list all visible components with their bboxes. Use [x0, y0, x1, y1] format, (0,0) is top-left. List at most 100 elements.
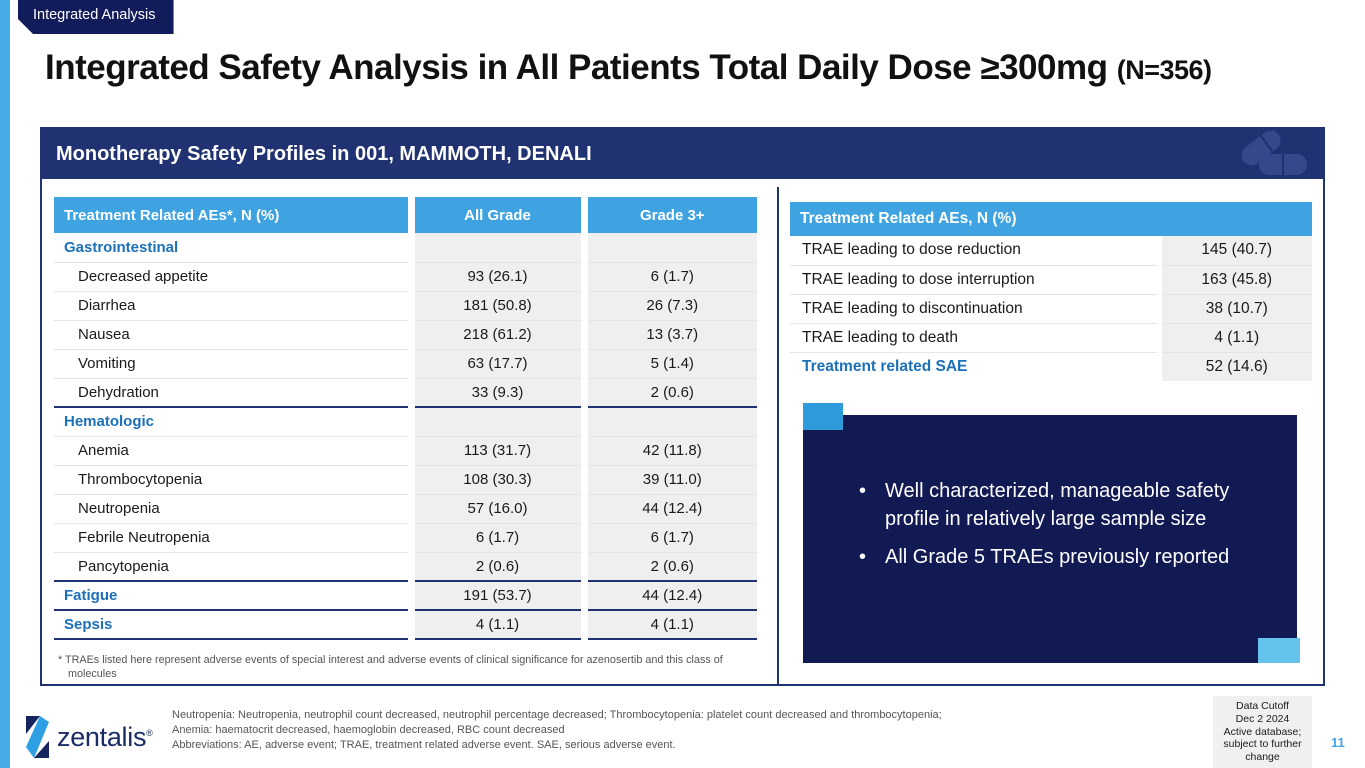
left-table-footnote: * TRAEs listed here represent adverse ev…: [58, 654, 723, 681]
right-table-header-row: Treatment Related AEs, N (%): [790, 202, 1312, 236]
data-cutoff-box: Data Cutoff Dec 2 2024 Active database; sub…: [1213, 696, 1312, 768]
ae-all-grade-value: [407, 233, 584, 262]
ae-label: Decreased appetite: [54, 261, 411, 291]
ae-grade3-value: 13 (3.7): [580, 319, 757, 349]
summary-bullet: Well characterized, manageable safety pr…: [857, 477, 1267, 534]
table-row: Thrombocytopenia 108 (30.3) 39 (11.0): [54, 464, 757, 494]
ae-grade3-value: 2 (0.6): [580, 551, 757, 582]
trae-label: TRAE leading to death: [790, 322, 1159, 352]
trae-value: 163 (45.8): [1156, 264, 1312, 294]
col-all-grade: All Grade: [407, 197, 584, 233]
ae-grade3-value: 4 (1.1): [580, 609, 757, 640]
ae-all-grade-value: [407, 406, 584, 436]
ae-label: Sepsis: [54, 609, 411, 640]
ae-label: Thrombocytopenia: [54, 464, 411, 494]
table-row: Sepsis 4 (1.1) 4 (1.1): [54, 609, 757, 640]
table-row: Treatment related SAE 52 (14.6): [790, 351, 1312, 381]
table-row: Dehydration 33 (9.3) 2 (0.6): [54, 377, 757, 408]
col-trae-header: Treatment Related AEs, N (%): [790, 202, 1312, 236]
ae-label: Fatigue: [54, 580, 411, 611]
trae-value: 52 (14.6): [1156, 351, 1312, 381]
table-row: TRAE leading to death 4 (1.1): [790, 322, 1312, 352]
safety-profiles-panel: Monotherapy Safety Profiles in 001, MAMM…: [40, 127, 1325, 686]
ae-all-grade-value: 113 (31.7): [407, 435, 584, 465]
ae-grade3-value: 2 (0.6): [580, 377, 757, 408]
ae-all-grade-value: 63 (17.7): [407, 348, 584, 378]
data-cutoff-line: subject to further: [1223, 738, 1302, 751]
footnote-line: Anemia: haematocrit decreased, haemoglob…: [172, 723, 565, 736]
page-title-main: Integrated Safety Analysis in All Patien…: [45, 48, 1108, 87]
table-row: Neutropenia 57 (16.0) 44 (12.4): [54, 493, 757, 523]
ae-label: Diarrhea: [54, 290, 411, 320]
table-row: Fatigue 191 (53.7) 44 (12.4): [54, 580, 757, 611]
zentalis-mark-icon: [26, 716, 49, 758]
ae-grade3-value: 44 (12.4): [580, 580, 757, 611]
ae-label: Gastrointestinal: [64, 238, 179, 256]
trae-label: TRAE leading to dose reduction: [802, 241, 1021, 259]
data-cutoff-line: Data Cutoff: [1236, 700, 1289, 712]
ae-all-grade-value: 33 (9.3): [407, 377, 584, 408]
table-row: Pancytopenia 2 (0.6) 2 (0.6): [54, 551, 757, 582]
ae-grade3-value: 26 (7.3): [580, 290, 757, 320]
page-title: Integrated Safety Analysis in All Patien…: [45, 48, 1212, 88]
ae-grade3-value: 39 (11.0): [580, 464, 757, 494]
trae-value: 38 (10.7): [1156, 293, 1312, 323]
ae-grade3-value: 6 (1.7): [580, 522, 757, 552]
zentalis-logo: zentalis®: [24, 716, 153, 758]
ae-all-grade-value: 57 (16.0): [407, 493, 584, 523]
ae-grade3-value: 42 (11.8): [580, 435, 757, 465]
table-row: TRAE leading to dose interruption 163 (45…: [790, 264, 1312, 294]
data-cutoff-line: change: [1245, 751, 1280, 764]
left-table-header-row: Treatment Related AEs*, N (%) All Grade …: [54, 197, 757, 233]
ae-all-grade-value: 218 (61.2): [407, 319, 584, 349]
ae-label: Nausea: [54, 319, 411, 349]
left-ae-table: Treatment Related AEs*, N (%) All Grade …: [54, 197, 757, 640]
panel-header: Monotherapy Safety Profiles in 001, MAMM…: [42, 129, 1323, 179]
ae-grade3-value: [580, 233, 757, 262]
footnote-line: Neutropenia: Neutropenia, neutrophil cou…: [172, 709, 942, 721]
ae-label: Vomiting: [54, 348, 411, 378]
summary-bullet: All Grade 5 TRAEs previously reported: [857, 543, 1267, 572]
trademark-symbol: ®: [146, 727, 153, 738]
table-row: Gastrointestinal: [54, 233, 757, 262]
ae-label: Pancytopenia: [54, 551, 411, 582]
ae-all-grade-value: 4 (1.1): [407, 609, 584, 640]
table-row: Vomiting 63 (17.7) 5 (1.4): [54, 348, 757, 378]
left-accent-stripe: [0, 0, 10, 768]
ae-label: Neutropenia: [54, 493, 411, 523]
ae-grade3-value: 6 (1.7): [580, 261, 757, 291]
table-row: Anemia 113 (31.7) 42 (11.8): [54, 435, 757, 465]
ae-grade3-value: 5 (1.4): [580, 348, 757, 378]
table-row: Nausea 218 (61.2) 13 (3.7): [54, 319, 757, 349]
trae-value: 145 (40.7): [1156, 236, 1312, 265]
ae-all-grade-value: 181 (50.8): [407, 290, 584, 320]
summary-callout: Well characterized, manageable safety pr…: [803, 403, 1300, 663]
trae-label: Treatment related SAE: [790, 351, 1159, 381]
panel-divider: [777, 187, 779, 684]
ae-all-grade-value: 93 (26.1): [407, 261, 584, 291]
trae-value: 4 (1.1): [1156, 322, 1312, 352]
ae-all-grade-value: 2 (0.6): [407, 551, 584, 582]
data-cutoff-line: Active database;: [1223, 725, 1302, 738]
right-trae-table: Treatment Related AEs, N (%) TRAE leadin…: [790, 202, 1312, 381]
ae-grade3-value: 44 (12.4): [580, 493, 757, 523]
table-row: TRAE leading to dose reduction 145 (40.7): [790, 236, 1312, 265]
ae-label: Anemia: [54, 435, 411, 465]
zentalis-logo-text: zentalis®: [57, 721, 153, 752]
ae-all-grade-value: 191 (53.7): [407, 580, 584, 611]
table-row: Febrile Neutropenia 6 (1.7) 6 (1.7): [54, 522, 757, 552]
ae-label: Hematologic: [54, 406, 411, 436]
col-grade-3plus: Grade 3+: [580, 197, 757, 233]
trae-label: TRAE leading to dose interruption: [790, 264, 1159, 294]
summary-bullet-list: Well characterized, manageable safety pr…: [803, 415, 1297, 572]
footnote-line: Abbreviations: AE, adverse event; TRAE, …: [172, 738, 676, 751]
panel-header-title: Monotherapy Safety Profiles in 001, MAMM…: [56, 142, 592, 165]
page-title-n-count: (N=356): [1116, 55, 1212, 85]
pills-icon: [1241, 130, 1307, 175]
data-cutoff-line: Dec 2 2024: [1235, 712, 1290, 725]
table-row: Hematologic: [54, 406, 757, 436]
ae-grade3-value: [580, 406, 757, 436]
table-row: Diarrhea 181 (50.8) 26 (7.3): [54, 290, 757, 320]
ae-label: Febrile Neutropenia: [54, 522, 411, 552]
page-number: 11: [1331, 735, 1345, 750]
